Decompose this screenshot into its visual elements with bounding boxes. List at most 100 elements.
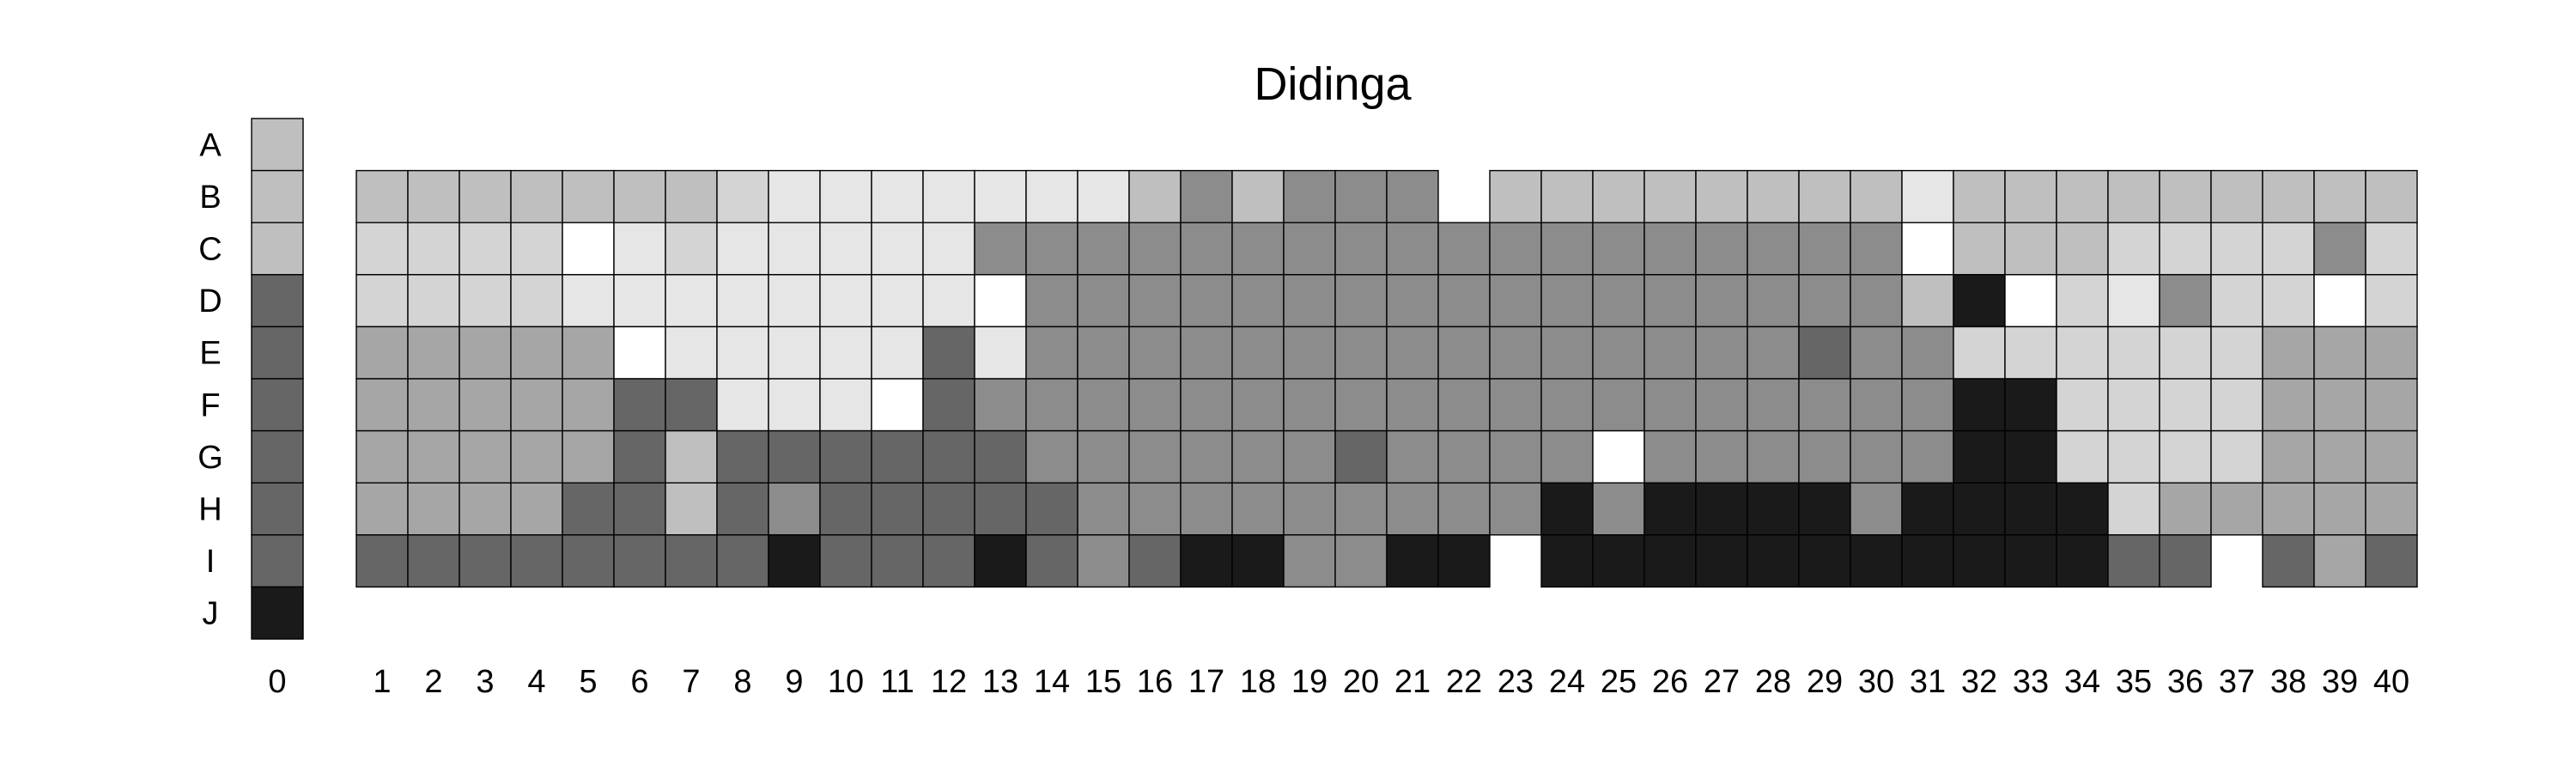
heatmap-cell — [2365, 274, 2418, 328]
heatmap-cell — [2056, 378, 2109, 432]
heatmap-cell — [562, 429, 615, 484]
column-label: 18 — [1240, 664, 1276, 700]
heatmap-cell — [922, 274, 975, 328]
heatmap-cell — [1128, 378, 1182, 432]
heatmap-cell — [1386, 222, 1439, 276]
heatmap-cell — [768, 169, 821, 223]
column-label: 32 — [1961, 664, 1997, 700]
heatmap-cell — [355, 429, 409, 484]
heatmap-cell — [1901, 429, 1954, 484]
heatmap-cell — [1334, 378, 1388, 432]
heatmap-cell — [974, 429, 1027, 484]
heatmap-cell — [819, 169, 872, 223]
column-label: 22 — [1446, 664, 1482, 700]
heatmap-cell — [1180, 274, 1233, 328]
heatmap-cell — [459, 326, 512, 380]
heatmap-cell — [510, 482, 563, 536]
heatmap-cell — [1231, 169, 1285, 223]
heatmap-cell — [510, 169, 563, 223]
heatmap-cell — [1643, 274, 1697, 328]
heatmap-cell — [1747, 429, 1800, 484]
heatmap-cell — [2056, 482, 2109, 536]
heatmap-cell — [1747, 326, 1800, 380]
heatmap-cell — [562, 326, 615, 380]
heatmap-cell — [1077, 169, 1130, 223]
heatmap-cell — [2313, 429, 2366, 484]
row-label: G — [197, 440, 223, 476]
heatmap-cell — [2262, 326, 2315, 380]
heatmap-cell — [1489, 274, 1542, 328]
heatmap-cell — [355, 274, 409, 328]
heatmap-cell — [2056, 534, 2109, 588]
heatmap-cell — [2107, 169, 2160, 223]
heatmap-cell — [1231, 429, 1285, 484]
heatmap-cell — [2262, 169, 2315, 223]
legend-cell — [251, 118, 304, 172]
heatmap-cell — [1643, 534, 1697, 588]
row-label: F — [200, 387, 220, 423]
heatmap-cell — [1025, 274, 1078, 328]
heatmap-cell — [922, 429, 975, 484]
heatmap-cell — [459, 378, 512, 432]
heatmap-cell — [1901, 222, 1954, 276]
heatmap-cell — [407, 482, 460, 536]
heatmap-cell — [613, 482, 666, 536]
heatmap-cell — [562, 534, 615, 588]
heatmap-cell — [1025, 482, 1078, 536]
heatmap-cell — [407, 429, 460, 484]
heatmap-cell — [1489, 482, 1542, 536]
heatmap-cell — [1592, 482, 1645, 536]
heatmap-cell — [1953, 274, 2006, 328]
heatmap-cell — [355, 482, 409, 536]
heatmap-cell — [1128, 274, 1182, 328]
heatmap-cell — [1901, 274, 1954, 328]
heatmap-cell — [562, 482, 615, 536]
heatmap-cell — [1283, 326, 1336, 380]
column-labels: 0 1 2 3 4 5 6 7 8 9 10 11 12 13 14 15 16 17 18 19 20 21 22 23 24… — [268, 664, 2409, 700]
heatmap-cell — [922, 482, 975, 536]
heatmap-cell — [871, 326, 924, 380]
heatmap-cell — [819, 222, 872, 276]
column-label: 7 — [682, 664, 700, 700]
heatmap-cell — [613, 534, 666, 588]
heatmap-cell — [407, 326, 460, 380]
heatmap-cell — [974, 274, 1027, 328]
row-label: E — [199, 336, 221, 372]
heatmap-cell — [407, 222, 460, 276]
heatmap-cell — [562, 169, 615, 223]
heatmap-cell — [1180, 482, 1233, 536]
heatmap-cell — [1798, 274, 1851, 328]
row-label: B — [199, 180, 221, 216]
column-label: 30 — [1858, 664, 1894, 700]
heatmap-cell — [1798, 534, 1851, 588]
legend-cell — [251, 586, 304, 640]
column-label: 6 — [630, 664, 648, 700]
column-label: 21 — [1394, 664, 1431, 700]
heatmap-cell — [1334, 222, 1388, 276]
heatmap-cell — [819, 534, 872, 588]
heatmap-cell — [665, 482, 718, 536]
heatmap-cell — [2159, 169, 2212, 223]
heatmap-cell — [819, 378, 872, 432]
heatmap-cell — [2004, 326, 2057, 380]
heatmap-cell — [1180, 222, 1233, 276]
heatmap-cell — [2159, 534, 2212, 588]
heatmap-grid — [355, 169, 2418, 588]
heatmap-cell — [1489, 326, 1542, 380]
heatmap-cell — [2056, 274, 2109, 328]
heatmap-cell — [1437, 222, 1491, 276]
heatmap-cell — [1386, 274, 1439, 328]
heatmap-cell — [2107, 222, 2160, 276]
heatmap-cell — [1695, 534, 1748, 588]
column-label: 39 — [2322, 664, 2358, 700]
heatmap-cell — [2107, 429, 2160, 484]
heatmap-cell — [1437, 429, 1491, 484]
column-label: 17 — [1188, 664, 1224, 700]
heatmap-cell — [1643, 169, 1697, 223]
heatmap-cell — [1283, 169, 1336, 223]
column-label: 13 — [982, 664, 1018, 700]
heatmap-cell — [2159, 429, 2212, 484]
heatmap-cell — [1540, 482, 1594, 536]
heatmap-cell — [1540, 429, 1594, 484]
